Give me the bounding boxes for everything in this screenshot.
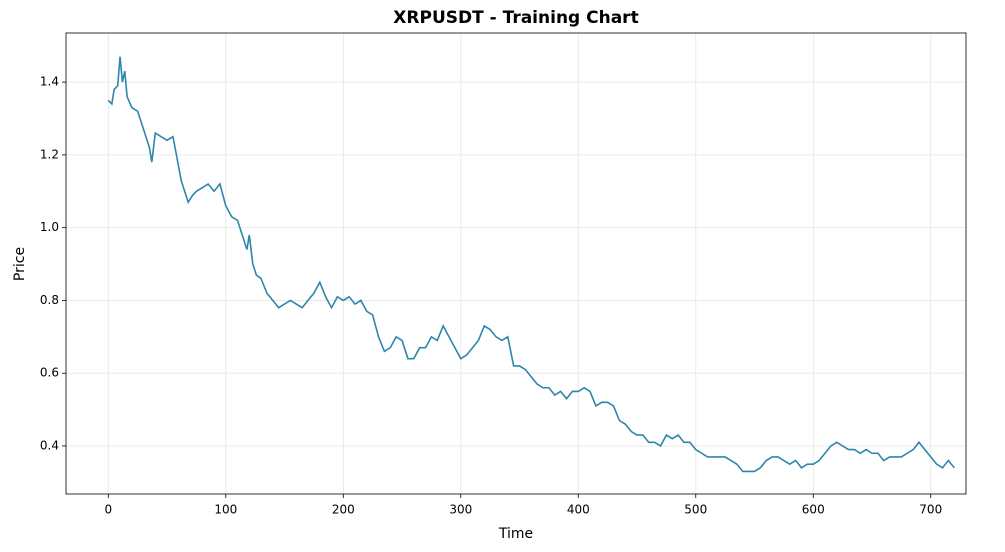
x-tick-label: 700 [919, 503, 942, 517]
y-tick-label: 1.4 [40, 75, 59, 89]
x-tick-label: 500 [684, 503, 707, 517]
y-tick-label: 0.8 [40, 293, 59, 307]
x-tick-label: 300 [449, 503, 472, 517]
y-tick-label: 1.0 [40, 220, 59, 234]
x-tick-label: 200 [332, 503, 355, 517]
y-axis-label: Price [12, 247, 28, 281]
plot-frame [65, 32, 967, 495]
x-tick-label: 100 [214, 503, 237, 517]
chart-title: XRPUSDT - Training Chart [393, 8, 638, 28]
x-tick-label: 400 [567, 503, 590, 517]
x-axis-label: Time [498, 526, 533, 542]
y-tick-label: 0.6 [40, 366, 59, 380]
price-line [107, 56, 955, 473]
x-tick-label: 0 [104, 503, 112, 517]
x-tick-label: 600 [802, 503, 825, 517]
y-tick-label: 1.2 [40, 147, 59, 161]
y-tick-label: 0.4 [40, 438, 59, 452]
